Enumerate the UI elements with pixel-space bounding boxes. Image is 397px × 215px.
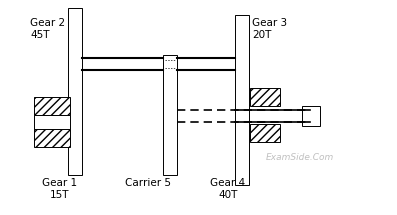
Bar	[68, 8, 82, 175]
Bar	[250, 124, 280, 142]
Bar	[250, 88, 280, 106]
Bar	[34, 97, 70, 115]
Text: Gear 3
20T: Gear 3 20T	[252, 18, 287, 40]
Bar	[34, 129, 70, 147]
Bar	[163, 55, 177, 175]
Text: Carrier 5: Carrier 5	[125, 178, 171, 188]
Bar	[34, 115, 70, 129]
Bar	[235, 15, 249, 185]
Text: Gear 1
15T: Gear 1 15T	[42, 178, 77, 200]
Bar	[302, 106, 320, 126]
Text: ExamSide.Com: ExamSide.Com	[266, 152, 334, 161]
Text: Gear 4
40T: Gear 4 40T	[210, 178, 246, 200]
Text: Gear 2
45T: Gear 2 45T	[30, 18, 65, 40]
